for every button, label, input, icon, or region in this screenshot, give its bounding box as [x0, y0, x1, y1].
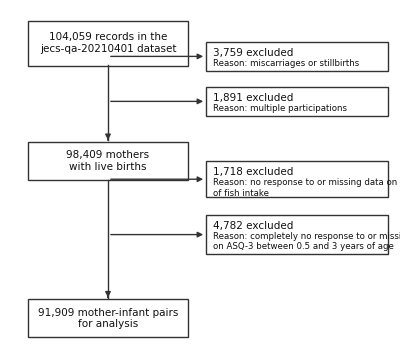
Text: Reason: completely no response to or missing data
on ASQ-3 between 0.5 and 3 yea: Reason: completely no response to or mis… [213, 232, 400, 251]
Text: 104,059 records in the
jecs-qa-20210401 dataset: 104,059 records in the jecs-qa-20210401 … [40, 33, 176, 54]
Bar [206, 86, 388, 116]
Bar [206, 161, 388, 197]
Bar [28, 142, 188, 180]
Bar [28, 21, 188, 66]
Text: 1,891 excluded: 1,891 excluded [213, 93, 294, 103]
Text: 3,759 excluded: 3,759 excluded [213, 48, 294, 58]
Text: 91,909 mother-infant pairs
for analysis: 91,909 mother-infant pairs for analysis [38, 308, 178, 329]
Text: Reason: no response to or missing data on amount
of fish intake: Reason: no response to or missing data o… [213, 178, 400, 198]
Bar [206, 42, 388, 71]
Text: Reason: miscarriages or stillbirths: Reason: miscarriages or stillbirths [213, 59, 360, 68]
Text: 4,782 excluded: 4,782 excluded [213, 221, 294, 231]
Bar [206, 215, 388, 254]
Text: 98,409 mothers
with live births: 98,409 mothers with live births [66, 150, 150, 172]
Bar [28, 299, 188, 337]
Text: 1,718 excluded: 1,718 excluded [213, 167, 294, 177]
Text: Reason: multiple participations: Reason: multiple participations [213, 104, 347, 113]
